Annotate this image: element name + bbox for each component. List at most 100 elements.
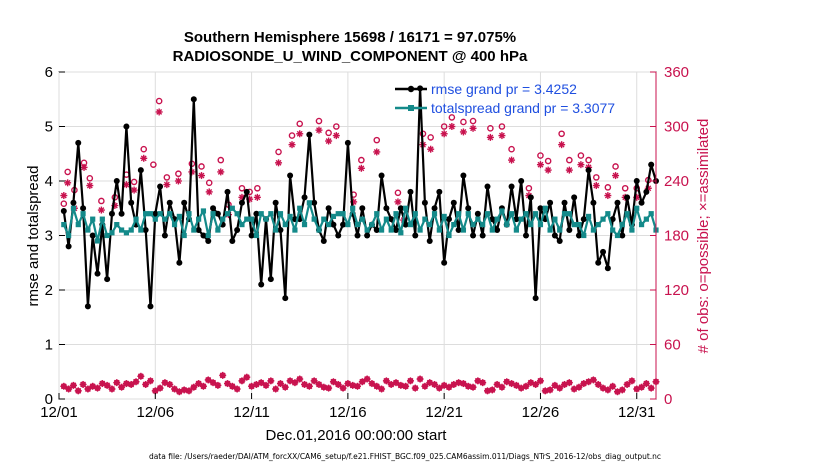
obs-possible-marker bbox=[394, 189, 402, 197]
totalspread-marker bbox=[378, 227, 385, 233]
rmse-marker bbox=[609, 216, 616, 223]
obs-assimilated-stroke bbox=[186, 387, 192, 394]
rmse-marker bbox=[84, 303, 91, 310]
obs-assimilated-marker bbox=[166, 380, 174, 388]
obs-assimilated-stroke bbox=[470, 384, 476, 391]
totalspread-marker bbox=[595, 222, 601, 228]
obs-assimilated-stroke bbox=[206, 188, 213, 195]
obs-assimilated-stroke bbox=[638, 384, 645, 391]
obs-assimilated-marker bbox=[74, 387, 82, 395]
obs-assimilated-marker bbox=[402, 382, 410, 390]
obs-assimilated-stroke bbox=[383, 377, 390, 384]
obs-assimilated-stroke bbox=[624, 381, 631, 388]
totalspread-marker bbox=[114, 222, 120, 228]
obs-assimilated-stroke bbox=[156, 109, 163, 115]
obs-assimilated-marker bbox=[132, 378, 140, 386]
obs-assimilated-marker bbox=[459, 128, 467, 136]
obs-assimilated-stroke bbox=[498, 384, 505, 391]
obs-assimilated-stroke bbox=[205, 376, 212, 383]
obs-assimilated-stroke bbox=[152, 387, 159, 394]
obs-assimilated-stroke bbox=[109, 386, 115, 392]
obs-possible-marker bbox=[585, 156, 592, 164]
obs-assimilated-marker bbox=[199, 382, 207, 390]
x-axis-label: Dec.01,2016 00:00:00 start bbox=[266, 427, 448, 444]
rmse-marker bbox=[118, 210, 125, 217]
rmse-marker bbox=[243, 188, 250, 195]
totalspread-marker bbox=[118, 227, 125, 233]
obs-assimilated-stroke bbox=[441, 130, 448, 137]
obs-count-layer bbox=[60, 97, 660, 396]
obs-assimilated-marker bbox=[536, 161, 544, 169]
obs-assimilated-stroke bbox=[359, 378, 366, 385]
rmse-marker bbox=[238, 199, 245, 206]
obs-assimilated-marker bbox=[315, 380, 323, 388]
totalspread-marker bbox=[504, 222, 510, 228]
obs-possible-marker bbox=[469, 117, 477, 125]
rmse-marker bbox=[306, 131, 313, 138]
totalspread-marker bbox=[576, 222, 582, 228]
totalspread-marker bbox=[215, 227, 221, 233]
rmse-marker bbox=[142, 227, 149, 234]
rmse-marker bbox=[282, 295, 289, 302]
obs-assimilated-marker bbox=[546, 386, 554, 394]
y-left-tick-label: 2 bbox=[45, 282, 53, 299]
rmse-marker bbox=[89, 232, 96, 239]
obs-assimilated-stroke bbox=[86, 182, 93, 189]
obs-assimilated-marker bbox=[532, 380, 540, 388]
obs-assimilated-stroke bbox=[595, 381, 602, 388]
obs-assimilated-marker bbox=[493, 380, 501, 388]
y-right-tick-label: 180 bbox=[664, 228, 689, 245]
rmse-marker bbox=[633, 178, 640, 184]
obs-assimilated-stroke bbox=[198, 172, 205, 179]
obs-assimilated-stroke bbox=[487, 134, 494, 141]
obs-assimilated-marker bbox=[219, 371, 227, 379]
obs-possible-marker bbox=[604, 184, 612, 191]
obs-assimilated-stroke bbox=[576, 384, 582, 391]
rmse-marker bbox=[388, 216, 395, 223]
totalspread-marker bbox=[133, 216, 139, 222]
obs-assimilated-stroke bbox=[296, 376, 303, 382]
obs-assimilated-stroke bbox=[397, 382, 404, 389]
rmse-marker bbox=[571, 194, 578, 201]
rmse-marker bbox=[229, 237, 236, 244]
obs-assimilated-stroke bbox=[479, 379, 486, 386]
totalspread-marker bbox=[263, 216, 269, 222]
totalspread-marker bbox=[354, 222, 361, 228]
obs-assimilated-stroke bbox=[239, 194, 245, 201]
totalspread-marker bbox=[513, 227, 519, 233]
obs-assimilated-marker bbox=[332, 132, 340, 140]
legend-spread-marker bbox=[408, 105, 414, 111]
obs-assimilated-stroke bbox=[368, 380, 375, 387]
totalspread-marker bbox=[239, 222, 245, 228]
rmse-marker bbox=[205, 237, 212, 244]
obs-assimilated-stroke bbox=[161, 379, 168, 386]
obs-assimilated-marker bbox=[392, 379, 400, 387]
obs-assimilated-stroke bbox=[75, 387, 82, 394]
obs-assimilated-stroke bbox=[133, 378, 139, 385]
obs-assimilated-stroke bbox=[460, 129, 467, 135]
obs-assimilated-stroke bbox=[81, 164, 87, 171]
obs-assimilated-stroke bbox=[219, 372, 226, 379]
rmse-marker bbox=[258, 281, 265, 288]
obs-assimilated-stroke bbox=[140, 155, 147, 162]
rmse-marker bbox=[137, 167, 144, 174]
y-left-tick-label: 1 bbox=[45, 337, 53, 354]
obs-possible-marker bbox=[525, 184, 533, 192]
obs-assimilated-marker bbox=[558, 141, 566, 149]
totalspread-marker bbox=[311, 216, 317, 222]
obs-assimilated-stroke bbox=[358, 165, 365, 172]
obs-assimilated-stroke bbox=[272, 386, 279, 392]
obs-assimilated-marker bbox=[378, 385, 386, 393]
legend-rmse-label: rmse grand pr = 3.4252 bbox=[431, 81, 577, 97]
y-right-tick-label: 240 bbox=[664, 173, 689, 190]
totalspread-marker bbox=[85, 227, 91, 233]
obs-assimilated-stroke bbox=[545, 167, 552, 174]
obs-possible-marker bbox=[163, 174, 171, 181]
obs-assimilated-marker bbox=[171, 385, 179, 393]
rmse-marker bbox=[325, 205, 332, 212]
obs-assimilated-stroke bbox=[99, 380, 106, 387]
obs-assimilated-stroke bbox=[494, 381, 501, 388]
totalspread-marker bbox=[441, 213, 447, 220]
obs-assimilated-marker bbox=[498, 383, 506, 391]
x-tick-label: 12/06 bbox=[137, 404, 175, 421]
